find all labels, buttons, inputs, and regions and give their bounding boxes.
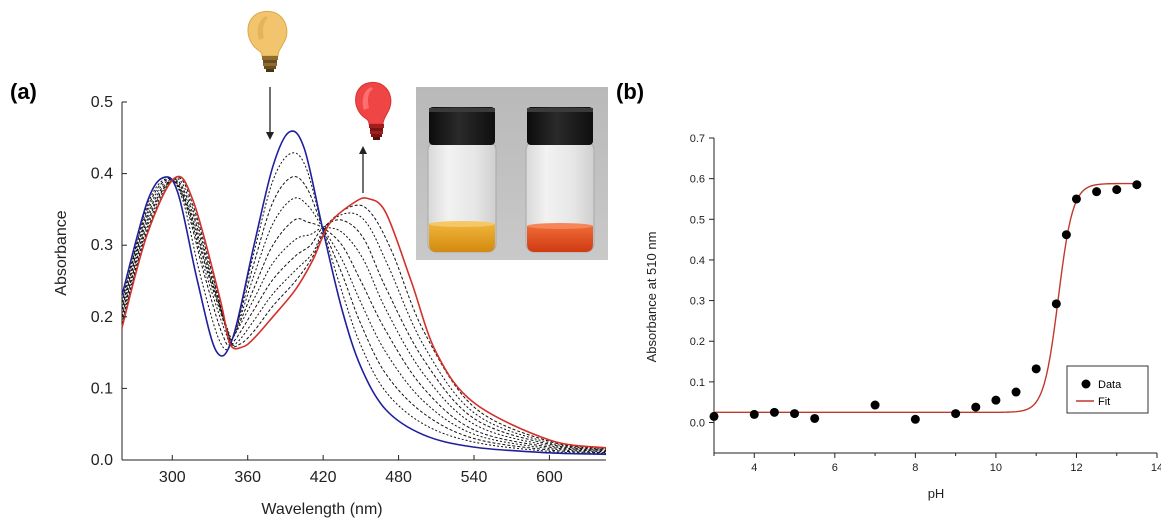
data-point bbox=[769, 407, 779, 417]
data-point bbox=[749, 409, 759, 419]
spectrum-line-5 bbox=[121, 180, 607, 452]
data-point bbox=[910, 414, 920, 424]
arrow-up-icon bbox=[359, 146, 367, 193]
panel-a-ticks: 300 360 420 480 540 600 0.0 0.1 0.2 0.3 0.4 0.5 bbox=[91, 94, 563, 486]
panel-b-x-tick-label: 14 bbox=[1151, 462, 1161, 474]
data-point bbox=[1071, 194, 1081, 204]
panel-b-x-axis-label: pH bbox=[928, 486, 945, 501]
spectrum-line-6 bbox=[121, 179, 607, 452]
spectrum-line-1 bbox=[121, 130, 607, 456]
panel-a: (a) 300 360 420 480 540 600 0.0 0.1 0.2 0.3 0.4 0.5… bbox=[10, 10, 608, 518]
data-point bbox=[1031, 364, 1041, 374]
legend-box bbox=[1066, 365, 1149, 414]
vials-photo bbox=[416, 87, 608, 260]
panel-b-y-tick-label: 0.0 bbox=[690, 418, 705, 430]
data-point bbox=[1112, 185, 1122, 195]
data-point bbox=[810, 413, 820, 423]
legend-data-label: Data bbox=[1098, 379, 1122, 391]
panel-b-y-axis-label: Absorbance at 510 nm bbox=[644, 232, 659, 363]
panel-a-y-tick-label: 0.3 bbox=[91, 237, 113, 254]
panel-b-y-tick-label: 0.3 bbox=[690, 296, 705, 308]
panel-b-label: (b) bbox=[616, 79, 644, 104]
panel-b-ticks: 4 6 8 10 12 14 0.0 0.1 0.2 0.3 0.4 0.5 0.6 0.7 bbox=[690, 133, 1161, 474]
legend-data-marker bbox=[1081, 379, 1091, 389]
panel-b-x-tick-label: 6 bbox=[832, 462, 838, 474]
panel-a-y-tick-label: 0.2 bbox=[91, 309, 113, 326]
panel-a-x-tick-label: 600 bbox=[536, 469, 563, 486]
panel-b-y-tick-label: 0.5 bbox=[690, 214, 705, 226]
data-point bbox=[951, 409, 961, 419]
panel-a-x-tick-label: 480 bbox=[385, 469, 412, 486]
spectrum-line-9 bbox=[121, 177, 607, 450]
panel-a-y-tick-label: 0.0 bbox=[91, 452, 113, 469]
panel-a-axes bbox=[121, 102, 606, 461]
spectrum-line-8 bbox=[121, 178, 607, 450]
data-point bbox=[1051, 299, 1061, 309]
panel-a-y-axis-label: Absorbance bbox=[53, 210, 70, 295]
spectrum-line-4 bbox=[121, 179, 607, 453]
data-point bbox=[1061, 230, 1071, 240]
panel-b-axes bbox=[713, 138, 1157, 454]
panel-b-y-tick-label: 0.2 bbox=[690, 336, 705, 348]
panel-b-fit bbox=[714, 182, 1141, 414]
data-point bbox=[971, 402, 981, 412]
data-point bbox=[1132, 180, 1142, 190]
data-point bbox=[991, 395, 1001, 405]
panel-a-x-tick-label: 420 bbox=[310, 469, 337, 486]
panel-b: (b) 4 6 8 10 12 14 0.0 0.1 0.2 0.3 0.4 0.5 0.6 0.7 pH… bbox=[616, 79, 1161, 501]
panel-a-label: (a) bbox=[10, 79, 37, 104]
panel-a-x-tick-label: 540 bbox=[461, 469, 488, 486]
panel-b-x-tick-label: 12 bbox=[1070, 462, 1082, 474]
panel-b-data-points bbox=[709, 180, 1142, 424]
spectrum-line-7 bbox=[121, 179, 607, 451]
data-point bbox=[709, 411, 719, 421]
legend: Data Fit bbox=[1066, 365, 1149, 414]
panel-b-x-tick-label: 4 bbox=[751, 462, 757, 474]
data-point bbox=[1011, 387, 1021, 397]
legend-fit-label: Fit bbox=[1098, 396, 1110, 408]
lightbulb-icon bbox=[247, 10, 288, 72]
panel-b-y-tick-label: 0.6 bbox=[690, 174, 705, 186]
data-point bbox=[790, 409, 800, 419]
data-point bbox=[1092, 187, 1102, 197]
panel-a-y-tick-label: 0.1 bbox=[91, 380, 113, 397]
panel-b-y-tick-label: 0.4 bbox=[690, 255, 705, 267]
panel-b-y-tick-label: 0.7 bbox=[690, 133, 705, 145]
panel-a-x-axis-label: Wavelength (nm) bbox=[261, 501, 382, 518]
fit-line bbox=[714, 182, 1141, 414]
spectrum-line-10 bbox=[121, 175, 607, 449]
panel-a-x-tick-label: 360 bbox=[234, 469, 261, 486]
lightbulb-icon bbox=[355, 81, 392, 140]
data-point bbox=[870, 400, 880, 410]
arrow-down-icon bbox=[266, 87, 274, 140]
panel-a-x-tick-label: 300 bbox=[159, 469, 186, 486]
panel-a-series bbox=[121, 130, 607, 456]
panel-b-x-tick-label: 8 bbox=[912, 462, 918, 474]
panel-a-y-tick-label: 0.4 bbox=[91, 166, 113, 183]
panel-b-y-tick-label: 0.1 bbox=[690, 377, 705, 389]
panel-a-y-tick-label: 0.5 bbox=[91, 94, 113, 111]
panel-b-x-tick-label: 10 bbox=[990, 462, 1002, 474]
